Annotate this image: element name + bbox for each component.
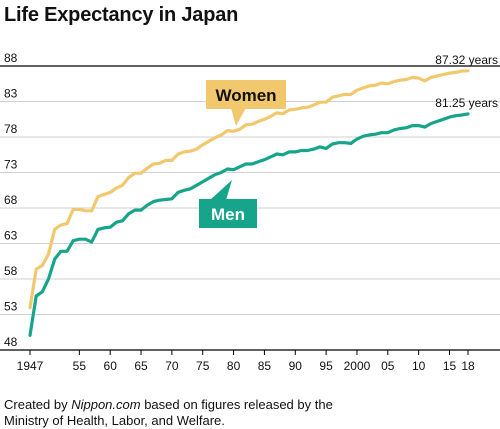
source-caption-line-2: Ministry of Health, Labor, and Welfare. [4, 413, 225, 428]
y-tick-label: 83 [4, 87, 18, 101]
caption-site: Nippon.com [71, 397, 141, 412]
x-tick-label: 75 [196, 359, 210, 373]
y-tick-label: 53 [4, 300, 18, 314]
x-tick-label: 05 [381, 359, 395, 373]
y-tick-label: 78 [4, 122, 18, 136]
end-value-label-men: 81.25 years [435, 96, 498, 110]
x-tick-label: 85 [258, 359, 272, 373]
x-tick-label: 80 [227, 359, 241, 373]
caption-prefix: Created by [4, 397, 72, 412]
x-tick-label: 2000 [344, 359, 371, 373]
y-tick-label: 63 [4, 229, 18, 243]
x-tick-label: 95 [319, 359, 333, 373]
x-tick-label: 60 [104, 359, 118, 373]
end-value-label-women: 87.32 years [435, 53, 498, 67]
y-tick-label: 68 [4, 193, 18, 207]
series-line-men [28, 112, 470, 337]
x-tick-label: 90 [289, 359, 303, 373]
x-tick-label: 15 [443, 359, 457, 373]
x-tick-label: 10 [412, 359, 426, 373]
men-callout-pointer [210, 180, 232, 200]
men-callout-label: Men [211, 205, 245, 224]
y-tick-label: 88 [4, 51, 18, 65]
chart-title: Life Expectancy in Japan [4, 4, 239, 26]
x-tick-label: 18 [461, 359, 475, 373]
women-callout-box [206, 80, 286, 109]
x-tick-label: 70 [165, 359, 179, 373]
source-caption: Created by Nippon.com based on figures r… [4, 397, 333, 429]
x-tick-label: 1947 [17, 359, 44, 373]
women-callout-pointer [231, 108, 246, 126]
source-caption-line-1: Created by Nippon.com based on figures r… [4, 397, 333, 413]
women-callout-label: Women [215, 86, 276, 105]
series-line-women [28, 69, 470, 310]
x-tick-label: 55 [73, 359, 87, 373]
men-callout-box [199, 199, 257, 228]
y-tick-label: 73 [4, 158, 18, 172]
y-tick-label: 48 [4, 335, 18, 349]
caption-suffix: based on figures released by the [140, 397, 333, 412]
y-tick-label: 58 [4, 264, 18, 278]
x-tick-label: 65 [134, 359, 148, 373]
